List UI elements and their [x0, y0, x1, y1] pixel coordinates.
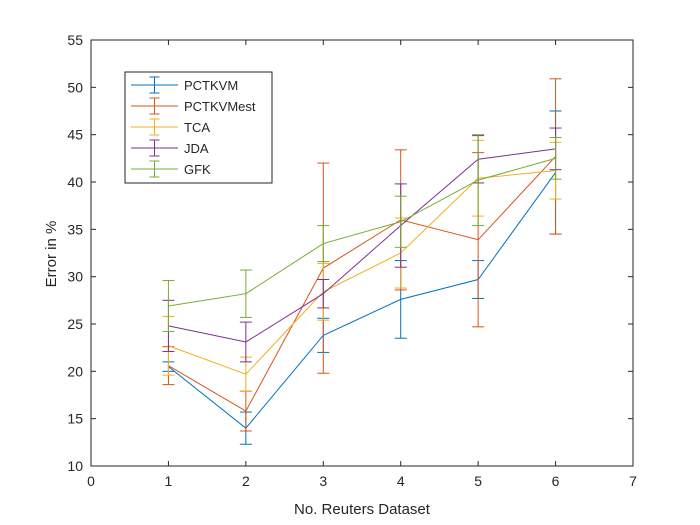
series-line — [168, 172, 556, 429]
y-tick-label: 40 — [67, 174, 83, 190]
y-tick-label: 25 — [67, 316, 83, 332]
series-line — [168, 156, 556, 412]
legend-entry: PCTKVMest — [131, 97, 256, 115]
y-tick-label: 10 — [67, 458, 83, 474]
legend-entry: JDA — [131, 139, 209, 157]
y-tick-label: 55 — [67, 32, 83, 48]
series-line — [168, 157, 556, 307]
x-tick-label: 1 — [165, 473, 173, 489]
legend-entry: TCA — [131, 118, 210, 136]
legend-label: TCA — [184, 120, 210, 135]
y-tick-label: 20 — [67, 363, 83, 379]
legend-label: PCTKVM — [184, 78, 238, 93]
x-tick-label: 3 — [319, 473, 327, 489]
legend: PCTKVM PCTKVMest TCA JDA GFK — [124, 71, 273, 184]
x-tick-label: 6 — [552, 473, 560, 489]
legend-entry: GFK — [131, 160, 211, 178]
y-tick-label: 35 — [67, 221, 83, 237]
series-layer — [162, 78, 562, 445]
axes-box — [90, 39, 634, 467]
x-tick-label: 2 — [242, 473, 250, 489]
x-tick-label: 7 — [629, 473, 637, 489]
legend-label: JDA — [184, 141, 209, 156]
legend-label: PCTKVMest — [184, 99, 256, 114]
x-tick-label: 5 — [474, 473, 482, 489]
y-tick-label: 50 — [67, 79, 83, 95]
y-tick-label: 30 — [67, 269, 83, 285]
legend-label: GFK — [184, 162, 211, 177]
x-tick-label: 0 — [87, 473, 95, 489]
y-axis-label: Error in % — [43, 221, 60, 288]
y-tick-label: 15 — [67, 411, 83, 427]
x-axis-label: No. Reuters Dataset — [294, 501, 431, 518]
x-tick-label: 4 — [397, 473, 405, 489]
series-gfk — [162, 134, 562, 333]
series-line — [168, 148, 556, 343]
legend-entry: PCTKVM — [131, 76, 238, 94]
y-tick-label: 45 — [67, 127, 83, 143]
